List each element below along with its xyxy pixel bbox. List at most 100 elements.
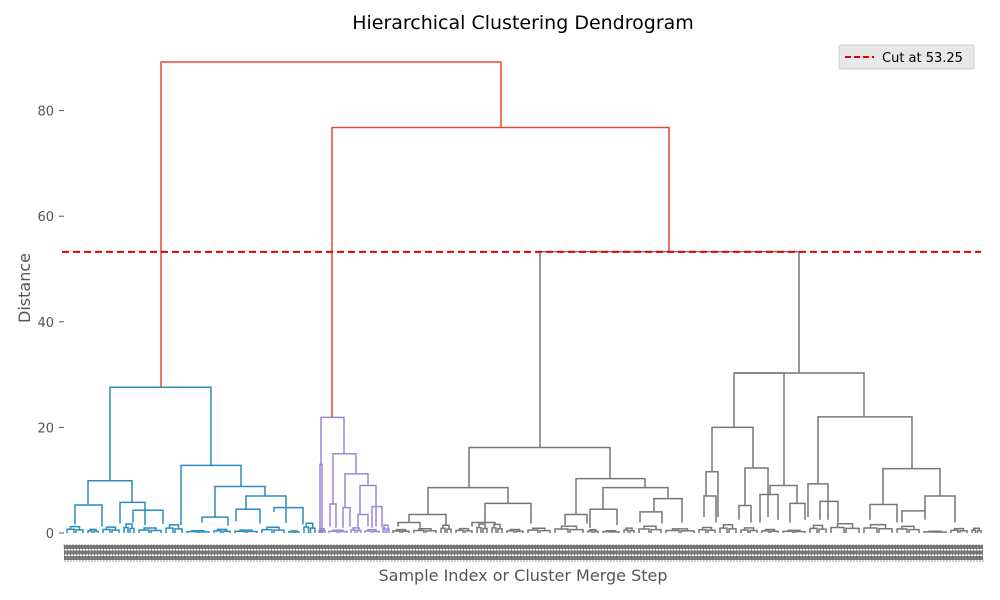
x-tick-label	[639, 543, 642, 563]
x-tick-label	[768, 543, 771, 563]
dendrogram-link-172	[819, 500, 839, 523]
dendrogram-link-76	[425, 530, 437, 533]
x-tick-label	[288, 543, 291, 563]
x-tick-label	[825, 543, 828, 563]
dendrogram-link-66	[357, 513, 369, 528]
x-tick-label	[432, 543, 435, 563]
dendrogram-link-135	[863, 527, 878, 533]
x-tick-label	[552, 543, 555, 563]
x-tick-label	[243, 543, 246, 563]
x-tick-label	[96, 543, 99, 563]
x-tick-label	[306, 543, 309, 563]
x-tick-label	[234, 543, 237, 563]
x-tick-label	[417, 543, 420, 563]
dendrogram-link-53	[332, 529, 344, 532]
x-tick-label	[66, 543, 69, 563]
dendrogram-link-121	[749, 529, 758, 533]
x-tick-label	[144, 543, 147, 563]
x-tick-label	[84, 543, 87, 563]
x-tick-label	[735, 543, 738, 563]
x-tick-label	[261, 543, 264, 563]
x-tick-label	[765, 543, 768, 563]
x-tick-label	[201, 543, 204, 563]
x-tick-label	[459, 543, 462, 563]
dendrogram-link-4	[87, 530, 93, 533]
x-tick-label	[792, 543, 795, 563]
x-tick-label	[579, 543, 582, 563]
x-tick-label	[153, 543, 156, 563]
x-tick-label	[456, 543, 459, 563]
x-tick-label	[192, 543, 195, 563]
x-tick-label	[828, 543, 831, 563]
dendrogram-link-155	[564, 513, 588, 526]
x-tick-label	[837, 543, 840, 563]
x-tick-label	[726, 543, 729, 563]
x-tick-label	[429, 543, 432, 563]
dendrogram-link-80	[442, 524, 450, 530]
dendrogram-link-110	[643, 525, 657, 530]
dendrogram-link-85	[482, 527, 488, 533]
x-tick-label	[177, 543, 180, 563]
dendrogram-link-107	[625, 527, 633, 531]
x-tick-label	[231, 543, 234, 563]
dendrogram-link-69	[344, 473, 369, 508]
dendrogram-link-19	[186, 530, 198, 533]
dendrogram-link-83	[458, 527, 470, 531]
x-tick-label	[495, 543, 498, 563]
x-tick-label	[480, 543, 483, 563]
dendrogram-link-139	[908, 528, 920, 533]
dendrogram-link-148	[976, 529, 982, 533]
x-tick-label	[477, 543, 480, 563]
dendrogram-link-51	[328, 530, 338, 533]
dendrogram-link-120	[740, 529, 749, 533]
dendrogram-link-123	[761, 530, 770, 533]
dendrogram-link-74	[395, 528, 407, 532]
dendrogram-link-21	[191, 530, 205, 532]
x-tick-label	[255, 543, 258, 563]
x-tick-label	[531, 543, 534, 563]
x-tick-label	[687, 543, 690, 563]
x-tick-label	[204, 543, 207, 563]
x-axis-ticks	[63, 543, 984, 563]
x-tick-label	[450, 543, 453, 563]
x-tick-label	[414, 543, 417, 563]
dendrogram-link-33	[290, 530, 298, 532]
x-tick-label	[162, 543, 165, 563]
x-tick-label	[741, 543, 744, 563]
x-tick-label	[834, 543, 837, 563]
dendrogram-link-147	[971, 529, 977, 533]
x-tick-label	[159, 543, 162, 563]
x-tick-label	[969, 543, 972, 563]
x-tick-label	[909, 543, 912, 563]
x-tick-label	[339, 543, 342, 563]
x-tick-label	[129, 543, 132, 563]
x-tick-label	[276, 543, 279, 563]
x-tick-label	[594, 543, 597, 563]
dendrogram-link-14	[150, 529, 162, 533]
x-tick-label	[561, 543, 564, 563]
dendrogram-link-45	[214, 485, 266, 518]
dendrogram-link-100	[593, 530, 599, 533]
x-tick-label	[381, 543, 384, 563]
dendrogram-link-16	[165, 527, 174, 533]
dendrogram-link-8	[111, 529, 120, 533]
dendrogram-link-23	[222, 530, 231, 533]
x-tick-label	[303, 543, 306, 563]
x-tick-label	[210, 543, 213, 563]
dendrogram-link-18	[168, 524, 180, 529]
dendrogram-link-61	[386, 528, 390, 533]
x-tick-label	[111, 543, 114, 563]
x-tick-label	[438, 543, 441, 563]
x-tick-label	[183, 543, 186, 563]
dendrogram-link-124	[770, 530, 779, 533]
dendrogram-link-175	[924, 495, 956, 523]
dendrogram-link-141	[923, 531, 935, 533]
x-tick-label	[621, 543, 624, 563]
dendrogram-link-57	[364, 530, 372, 533]
dendrogram-link-166	[759, 493, 779, 523]
x-tick-label	[93, 543, 96, 563]
x-tick-label	[702, 543, 705, 563]
x-tick-label	[747, 543, 750, 563]
x-tick-label	[393, 543, 396, 563]
x-tick-label	[90, 543, 93, 563]
